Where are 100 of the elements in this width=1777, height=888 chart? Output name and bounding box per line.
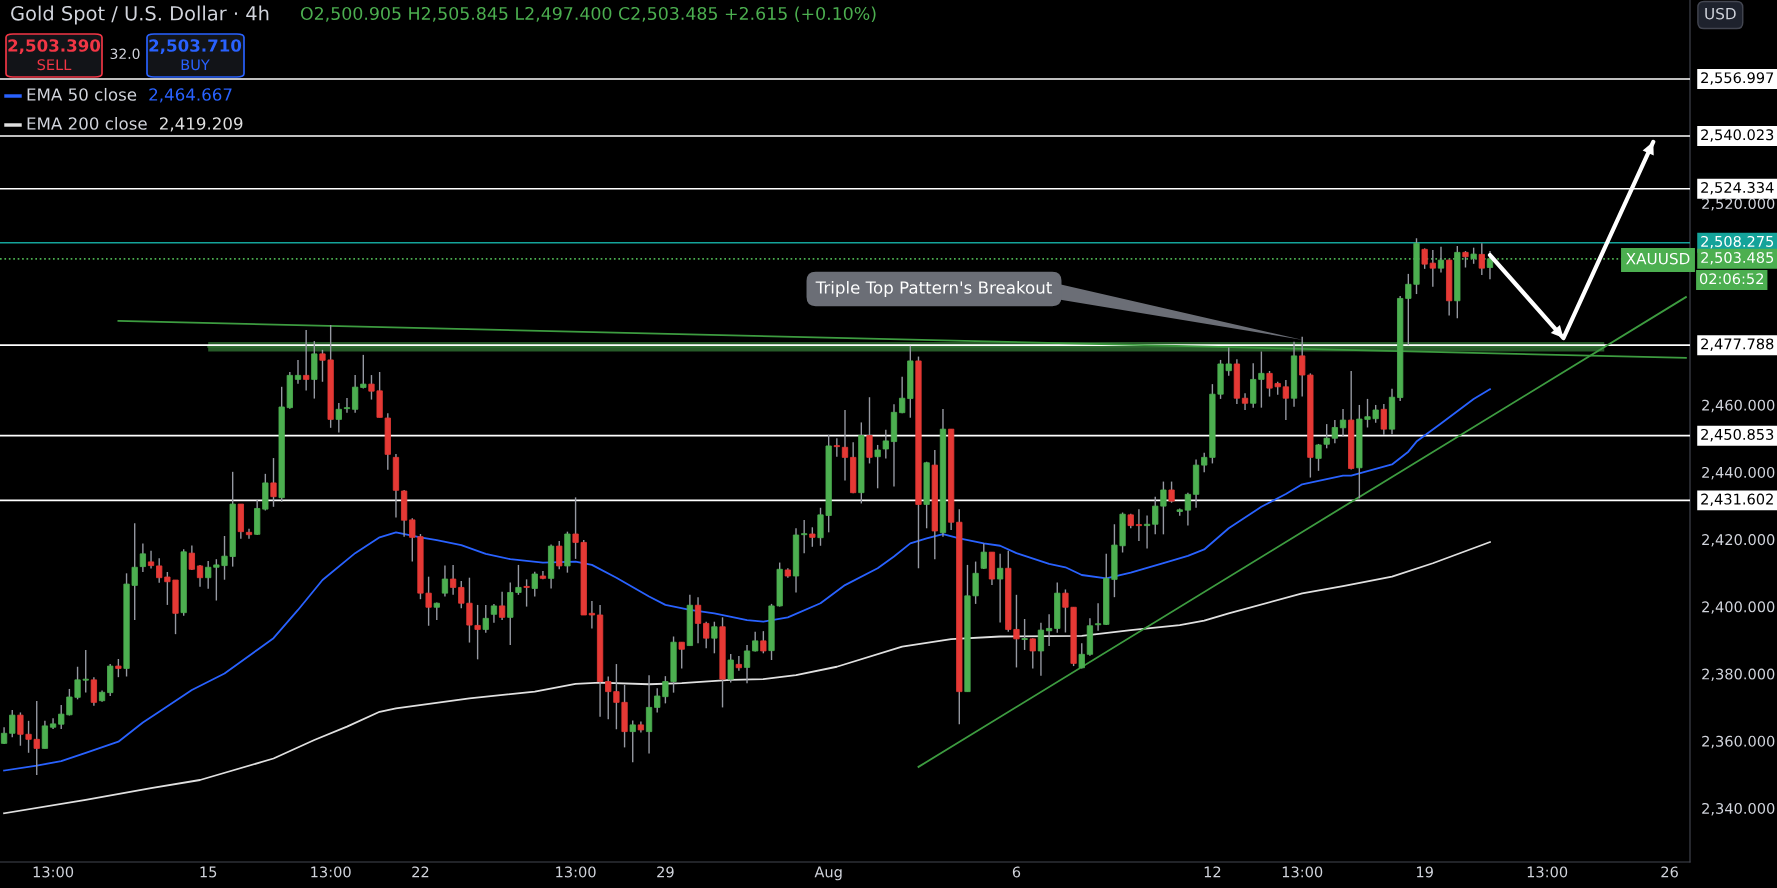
candlestick	[1184, 491, 1192, 527]
annotation: 2,464.667	[149, 88, 232, 103]
y-tick-label: 2,440.000	[1702, 466, 1775, 480]
candlestick	[523, 578, 530, 608]
candlestick	[1339, 408, 1347, 438]
candlestick	[980, 542, 987, 570]
ref-line-label: 2,477.788	[1701, 338, 1774, 351]
candlestick	[270, 457, 277, 508]
candlestick	[1143, 514, 1151, 550]
candlestick	[360, 354, 367, 390]
candlestick	[1029, 637, 1036, 670]
x-tick-label: 29	[657, 866, 674, 878]
x-tick-label: 19	[1416, 866, 1433, 878]
y-tick-label: 2,520.000	[1702, 198, 1775, 211]
text: 02:06:52	[1699, 273, 1764, 285]
x-tick-label: 15	[200, 866, 217, 878]
candlestick	[727, 653, 734, 684]
annotation: 2,503.390	[8, 39, 101, 54]
candlestick	[899, 376, 906, 415]
candlestick	[1078, 642, 1085, 670]
candlestick	[498, 591, 506, 621]
candlestick	[441, 564, 449, 598]
candlestick	[1282, 379, 1289, 421]
candlestick	[1094, 602, 1102, 632]
legend-label: EMA 200 close	[27, 116, 147, 130]
y-tick-label: 2,380.000	[1702, 668, 1775, 682]
y-tick-label: 2,400.000	[1702, 601, 1775, 614]
annotation: XAUUSD	[1626, 252, 1690, 265]
candlestick	[343, 397, 351, 414]
candlestick	[90, 676, 97, 707]
candlestick	[139, 542, 146, 573]
y-tick-label: 2,360.000	[1702, 735, 1775, 749]
annotation: 32.0	[110, 48, 140, 60]
x-tick-label: 26	[1661, 866, 1678, 878]
annotation: 2,419.209	[159, 117, 243, 132]
y-tick-label: 2,420.000	[1702, 534, 1775, 547]
candlestick	[147, 550, 155, 570]
candlestick	[866, 396, 873, 465]
candlestick	[531, 570, 538, 598]
candlestick	[841, 409, 849, 482]
candlestick	[588, 600, 596, 630]
candlestick	[245, 527, 253, 540]
candlestick	[711, 621, 718, 655]
chart-title: Gold Spot / U.S. Dollar · 4h	[11, 5, 269, 25]
candlestick	[1045, 613, 1053, 647]
x-tick-label: 13:00	[33, 866, 74, 878]
candlestick	[188, 544, 195, 571]
chart-subtitle: O2,500.905 H2,505.845 L2,497.400 C2,503.485 +2.615 (+0.10%)	[300, 6, 876, 23]
candlestick	[1168, 480, 1175, 504]
x-tick-label: 13:00	[556, 866, 596, 878]
annotation: SELL	[37, 59, 72, 71]
candlestick	[1241, 392, 1249, 411]
x-tick-label: 22	[412, 866, 429, 878]
candlestick	[352, 374, 359, 414]
x-tick-label: Aug	[814, 866, 842, 881]
candlestick	[450, 564, 457, 596]
candlestick	[482, 604, 489, 634]
candlestick	[1037, 622, 1045, 677]
candlestick	[115, 658, 122, 678]
candlestick	[833, 437, 840, 458]
candlestick	[1380, 403, 1387, 436]
candlestick	[694, 596, 702, 644]
annotation: 2,503.710	[149, 39, 242, 54]
ref-line-label: 2,503.485	[1701, 252, 1774, 265]
candlestick	[556, 540, 563, 570]
candlestick	[41, 720, 49, 750]
legend-label: EMA 50 close	[27, 87, 137, 101]
ref-line-label: 2,431.602	[1701, 493, 1773, 507]
ref-line-label: 2,540.023	[1701, 129, 1774, 142]
candlestick	[760, 630, 767, 655]
y-tick-label: 2,340.000	[1702, 802, 1775, 816]
x-tick-label: 13:00	[311, 866, 351, 878]
candlestick	[629, 719, 636, 763]
line-series	[3, 388, 1491, 772]
annotation: BUY	[181, 59, 210, 71]
candlestick	[303, 329, 310, 392]
annotation: Triple Top Pattern's Breakout	[815, 280, 1052, 298]
candlestick	[335, 402, 342, 434]
ref-line-label: 2,524.334	[1701, 181, 1774, 195]
candlestick	[809, 526, 816, 548]
x-tick-label: 13:00	[1282, 866, 1323, 878]
text: USD	[1705, 7, 1736, 20]
candlestick	[1331, 419, 1338, 444]
candlestick	[743, 644, 751, 684]
ref-line-label: 2,556.997	[1701, 72, 1774, 85]
candlestick	[490, 603, 498, 624]
line-series	[3, 541, 1491, 815]
candlestick	[678, 641, 685, 670]
y-tick-label: 2,460.000	[1702, 399, 1775, 413]
ref-line-label: 2,450.853	[1701, 428, 1774, 442]
ref-line-label: 2,508.275	[1701, 235, 1774, 249]
candlestick	[294, 359, 302, 385]
candlestick	[1135, 508, 1143, 542]
candlestick	[1021, 618, 1028, 651]
x-tick-label: 13:00	[1527, 866, 1568, 878]
candlestick	[997, 553, 1004, 624]
x-tick-label: 6	[1012, 866, 1021, 878]
x-tick-label: 12	[1204, 866, 1221, 878]
candlestick	[9, 709, 16, 739]
candlestick	[1478, 242, 1485, 276]
